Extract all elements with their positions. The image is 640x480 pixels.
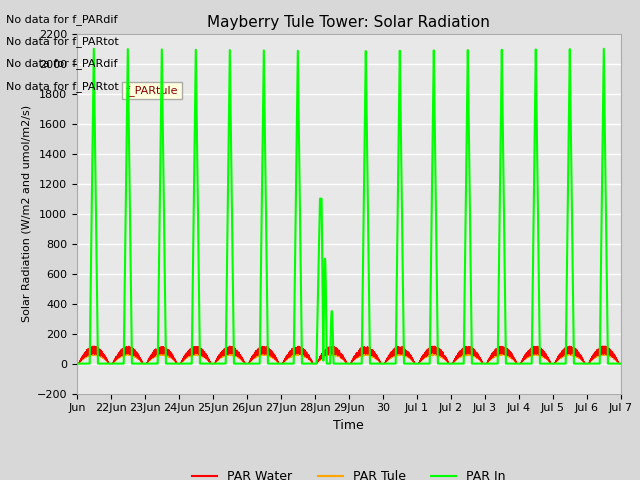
X-axis label: Time: Time [333, 419, 364, 432]
Legend: PAR Water, PAR Tule, PAR In: PAR Water, PAR Tule, PAR In [188, 465, 510, 480]
Text: No data for f_PARtot: No data for f_PARtot [6, 36, 119, 48]
Y-axis label: Solar Radiation (W/m2 and umol/m2/s): Solar Radiation (W/m2 and umol/m2/s) [21, 105, 31, 322]
Text: No data for f_PARtot: No data for f_PARtot [6, 81, 119, 92]
Title: Mayberry Tule Tower: Solar Radiation: Mayberry Tule Tower: Solar Radiation [207, 15, 490, 30]
Text: f_PARtule: f_PARtule [125, 85, 179, 96]
Text: No data for f_PARdif: No data for f_PARdif [6, 59, 118, 70]
Text: No data for f_PARdif: No data for f_PARdif [6, 14, 118, 25]
